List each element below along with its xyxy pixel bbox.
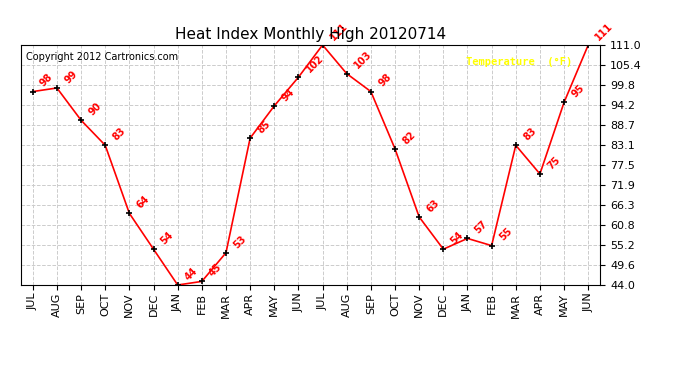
Text: 102: 102 [304, 53, 326, 75]
Text: 103: 103 [353, 50, 374, 71]
Text: 111: 111 [594, 21, 615, 42]
Text: 44: 44 [184, 266, 200, 282]
Text: 98: 98 [39, 72, 55, 89]
Text: 63: 63 [425, 198, 442, 214]
Text: 111: 111 [328, 21, 350, 42]
Text: 82: 82 [401, 129, 417, 146]
Text: 90: 90 [87, 101, 104, 117]
Text: Copyright 2012 Cartronics.com: Copyright 2012 Cartronics.com [26, 52, 179, 62]
Text: 45: 45 [208, 262, 224, 279]
Text: 75: 75 [546, 154, 562, 171]
Text: 99: 99 [63, 69, 79, 85]
Title: Heat Index Monthly High 20120714: Heat Index Monthly High 20120714 [175, 27, 446, 42]
Text: 83: 83 [111, 126, 128, 142]
Text: 53: 53 [232, 233, 248, 250]
Text: 64: 64 [135, 194, 152, 211]
Text: 57: 57 [473, 219, 490, 236]
Text: 94: 94 [280, 87, 297, 103]
Text: 54: 54 [159, 230, 176, 246]
Text: 83: 83 [522, 126, 538, 142]
Text: 55: 55 [497, 226, 514, 243]
Text: 95: 95 [570, 83, 586, 99]
Text: 54: 54 [449, 230, 466, 246]
Text: 98: 98 [377, 72, 393, 89]
Text: 85: 85 [256, 118, 273, 135]
